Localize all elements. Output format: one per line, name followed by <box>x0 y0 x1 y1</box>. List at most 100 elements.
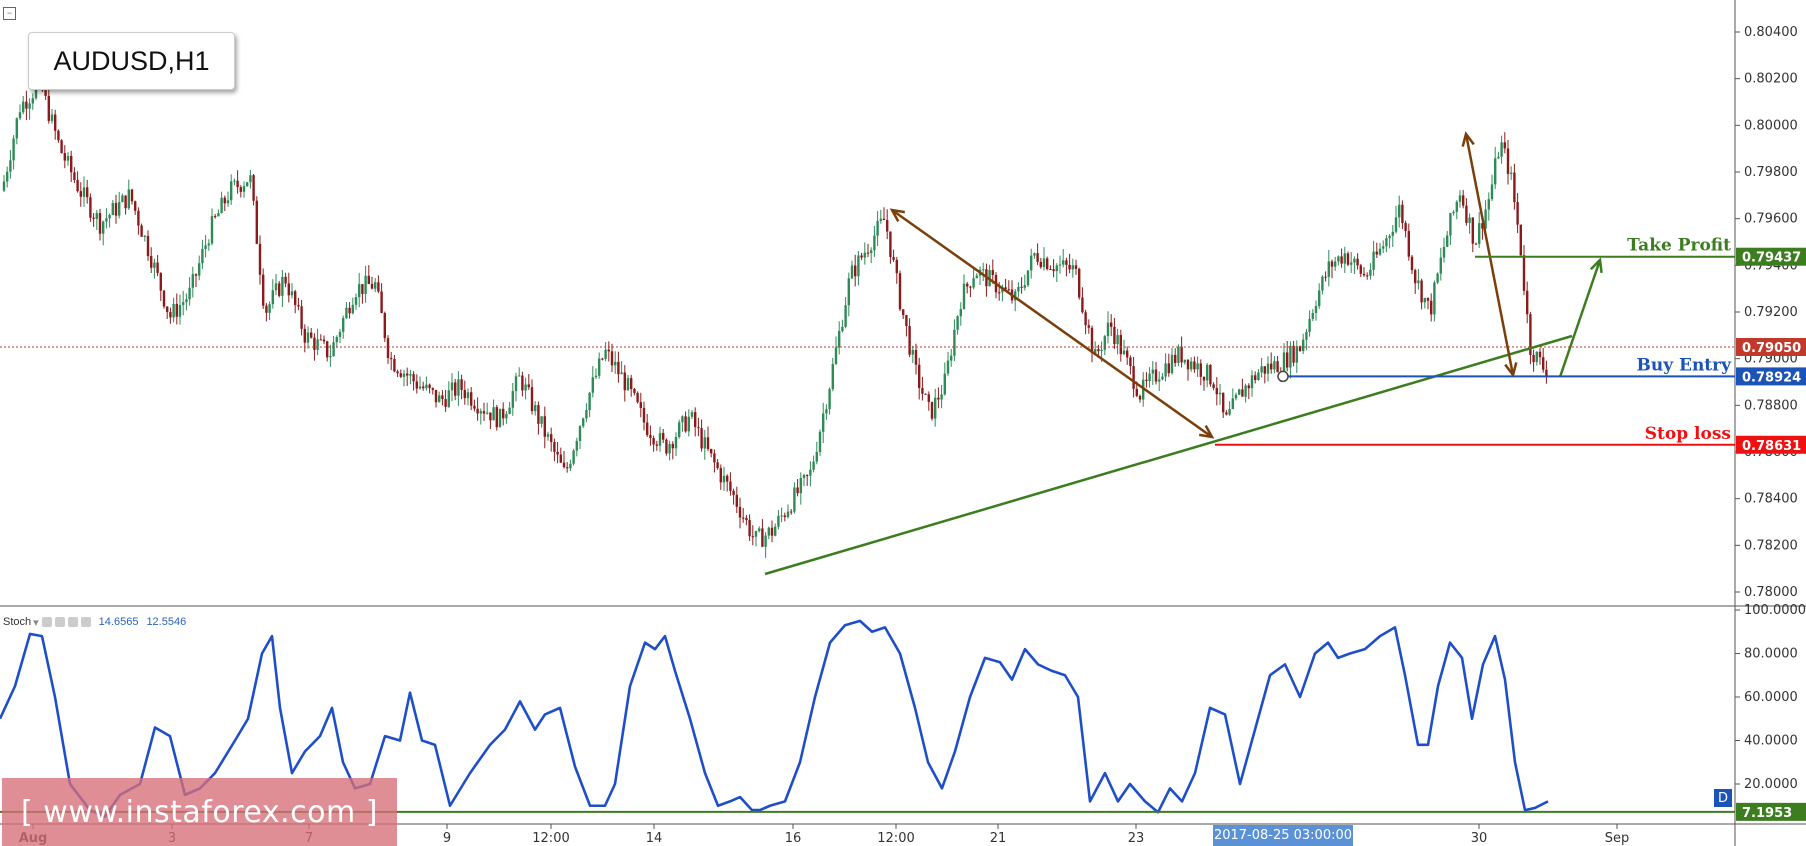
candle-bull <box>569 463 572 469</box>
candle-bull <box>614 361 617 366</box>
candle-bear <box>1410 256 1414 271</box>
candle-bear <box>642 407 646 423</box>
candle-bull <box>281 276 284 296</box>
candle-bear <box>380 291 383 314</box>
candle-bull <box>1273 361 1276 370</box>
candle-bull <box>591 377 594 393</box>
candle-bull <box>111 203 114 216</box>
candle-bear <box>54 114 57 131</box>
candle-bull <box>1177 346 1180 363</box>
candle-bull <box>1337 256 1340 262</box>
chevron-down-icon[interactable]: ▾ <box>33 616 39 629</box>
candle-bull <box>870 250 873 254</box>
eye-icon[interactable] <box>41 617 52 627</box>
candle-bear <box>726 475 729 482</box>
close-icon[interactable] <box>80 617 91 627</box>
candle-bear <box>239 187 242 192</box>
candle-bull <box>2 181 6 191</box>
crosshair-time-badge: 2017-08-25 03:00:00 <box>1213 825 1353 846</box>
candle-bull <box>1218 392 1222 395</box>
candle-bear <box>1366 275 1369 277</box>
candle-bear <box>348 307 351 314</box>
candle-bear <box>313 337 316 350</box>
candle-bull <box>777 515 780 527</box>
candle-bull <box>15 118 18 139</box>
candle-bull <box>1452 211 1455 214</box>
stoch-d-value: 12.5546 <box>146 616 187 628</box>
candle-bear <box>1135 388 1138 396</box>
candle-bull <box>847 278 850 306</box>
candle-bull <box>722 475 726 483</box>
candle-bear <box>25 101 28 109</box>
take-profit-price-value: 0.79437 <box>1742 251 1801 266</box>
candle-bull <box>598 358 601 376</box>
candle-bear <box>1545 369 1548 378</box>
candle-bear <box>140 225 143 237</box>
candle-bear <box>137 210 140 226</box>
buy-entry-label: Buy Entry <box>1636 355 1732 375</box>
candle-bull <box>1116 335 1119 345</box>
collapse-icon[interactable]: − <box>3 7 16 20</box>
candle-bear <box>258 243 262 275</box>
candle-bull <box>274 283 278 291</box>
candle-bear <box>646 422 649 436</box>
candle-bear <box>1074 265 1078 269</box>
candle-bear <box>732 490 735 495</box>
candle-bear <box>530 387 534 412</box>
candle-bear <box>495 407 498 428</box>
candle-bull <box>802 475 806 478</box>
candle-bear <box>73 172 76 180</box>
candle-bull <box>201 249 204 264</box>
candle-bull <box>364 275 367 294</box>
candle-bear <box>434 389 438 403</box>
harmonic-leg-1 <box>891 208 1213 439</box>
candle-bull <box>1458 195 1462 202</box>
settings-icon[interactable] <box>54 617 65 627</box>
candle-bull <box>678 422 681 437</box>
candle-bull <box>585 410 588 419</box>
candle-bear <box>924 393 927 395</box>
candle-bear <box>1065 260 1068 265</box>
candle-bull <box>358 284 361 298</box>
candle-bear <box>742 517 745 519</box>
candle-bear <box>1407 231 1410 257</box>
candle-bear <box>1078 268 1081 298</box>
candle-bear <box>1276 361 1279 373</box>
candle-bear <box>1110 322 1113 327</box>
candle-bull <box>1308 318 1311 332</box>
candle-bull <box>1500 142 1503 157</box>
candle-bull <box>982 269 985 271</box>
candle-bear <box>1516 202 1519 225</box>
candle-bear <box>1129 357 1132 367</box>
candle-bull <box>1305 331 1308 340</box>
candle-bull <box>204 245 207 250</box>
candle-bull <box>594 375 598 378</box>
candle-bear <box>918 364 921 388</box>
candle-bear <box>482 411 486 414</box>
candle-bull <box>534 405 537 412</box>
candle-bear <box>1324 276 1327 278</box>
stoch-level-value: 7.1953 <box>1742 806 1792 821</box>
candle-bull <box>1334 261 1337 267</box>
candle-bull <box>374 282 377 289</box>
candle-bear <box>194 274 198 276</box>
candle-bear <box>521 375 524 391</box>
add-icon[interactable] <box>67 617 78 627</box>
candle-bear <box>294 291 297 305</box>
candle-bear <box>1462 195 1465 206</box>
price-axis: 0.80400 0.80200 0.80000 0.79800 0.79600 0.794… <box>1735 25 1806 821</box>
candle-bear <box>889 231 892 258</box>
candle-bull <box>511 391 514 408</box>
candle-bear <box>860 255 863 258</box>
candle-bull <box>338 331 342 338</box>
candle-bull <box>575 441 578 451</box>
candle-bear <box>1145 379 1148 381</box>
harmonic-leg-2-head-end <box>1504 362 1518 378</box>
time-tick-label: 9 <box>443 831 451 846</box>
candle-bear <box>297 304 300 307</box>
candle-bull <box>329 356 332 358</box>
candle-bull <box>873 235 876 251</box>
candle-bear <box>278 283 281 296</box>
candle-bull <box>178 305 182 317</box>
